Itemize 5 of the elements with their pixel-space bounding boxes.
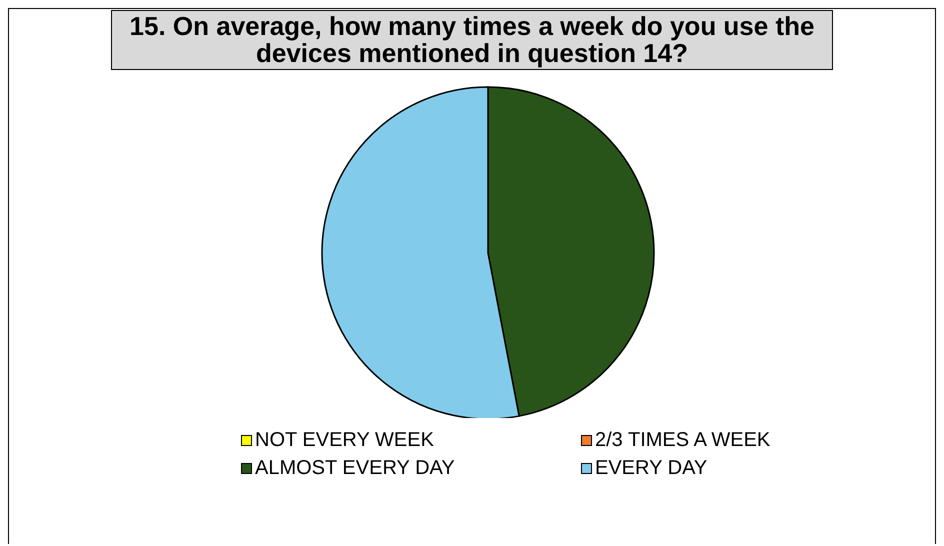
chart-title: 15. On average, how many times a week do you use the devices mentioned in question 14?	[111, 10, 833, 70]
legend-label: 2/3 TIMES A WEEK	[595, 428, 770, 452]
legend-label: NOT EVERY WEEK	[255, 428, 434, 452]
legend-label: EVERY DAY	[595, 456, 708, 480]
legend-label: ALMOST EVERY DAY	[255, 456, 455, 480]
